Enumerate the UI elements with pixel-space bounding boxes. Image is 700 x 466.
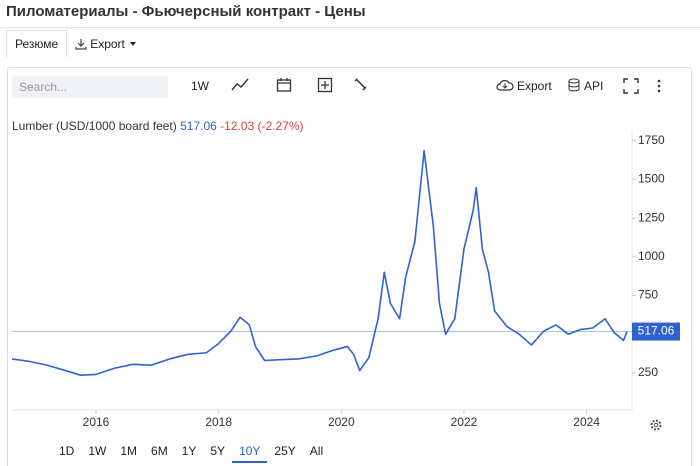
legend-change: -12.03 (-2.27%) xyxy=(220,119,304,133)
last-value-label: 517.06 xyxy=(638,324,675,338)
fullscreen-icon[interactable] xyxy=(623,78,639,94)
tab[interactable]: Резюме xyxy=(6,30,68,57)
range-button[interactable]: 25Y xyxy=(274,444,296,458)
menu-icon[interactable] xyxy=(656,79,662,93)
legend: Lumber (USD/1000 board feet) 517.06 -12.… xyxy=(12,119,304,133)
range-buttons: 1D 1W 1M 6M 1Y 5Y 10Y 25Y All xyxy=(52,441,330,463)
x-tick-label: 2024 xyxy=(573,415,600,429)
line-icon[interactable] xyxy=(231,78,249,92)
settings-icon[interactable] xyxy=(650,419,662,431)
price-line xyxy=(11,149,628,376)
add-icon[interactable] xyxy=(317,77,333,93)
api-button[interactable]: API xyxy=(584,79,604,93)
range-button[interactable]: 5Y xyxy=(210,444,226,458)
x-tick-label: 2020 xyxy=(328,415,355,429)
cloud-icon[interactable] xyxy=(496,78,514,92)
legend-value: 517.06 xyxy=(180,119,217,133)
y-tick-label: 750 xyxy=(638,288,658,302)
range-button[interactable]: 10Y xyxy=(232,441,268,463)
db-icon[interactable] xyxy=(568,78,580,92)
last-value-badge xyxy=(632,322,680,341)
tools-icon[interactable] xyxy=(353,77,369,93)
search-input[interactable]: Search... xyxy=(12,76,168,98)
range-button[interactable]: 1Y xyxy=(181,444,197,458)
chart: 250 750 1000 1250 1500 1750 2016 2018 2020 2022 20… xyxy=(11,130,680,431)
download-icon xyxy=(75,38,87,50)
x-tick-label: 2016 xyxy=(83,415,110,429)
legend-name: Lumber (USD/1000 board feet) xyxy=(12,119,177,133)
y-tick-label: 250 xyxy=(638,365,658,379)
interval-button[interactable]: 1W xyxy=(191,79,209,93)
tabs: Резюме Export xyxy=(6,30,144,57)
tab-label: Export xyxy=(90,36,125,51)
calendar-icon[interactable] xyxy=(276,77,292,93)
export-button[interactable]: Export xyxy=(517,79,552,93)
range-button[interactable]: 1D xyxy=(59,444,75,458)
range-button[interactable]: 1W xyxy=(88,444,107,458)
range-button[interactable]: All xyxy=(309,444,324,458)
y-tick-label: 1750 xyxy=(638,133,665,147)
range-button[interactable]: 1M xyxy=(120,444,138,458)
page-title: Пиломатериалы - Фьючерсный контракт - Це… xyxy=(6,3,366,20)
range-button[interactable]: 6M xyxy=(151,444,168,458)
divider xyxy=(0,27,700,28)
y-tick-label: 1500 xyxy=(638,172,665,186)
chart-panel xyxy=(7,67,692,466)
tab[interactable]: Export xyxy=(67,30,144,57)
y-tick-label: 1000 xyxy=(638,249,665,263)
x-tick-label: 2018 xyxy=(205,415,232,429)
x-tick-label: 2022 xyxy=(451,415,478,429)
caret xyxy=(129,41,136,46)
y-tick-label: 1250 xyxy=(638,210,665,224)
